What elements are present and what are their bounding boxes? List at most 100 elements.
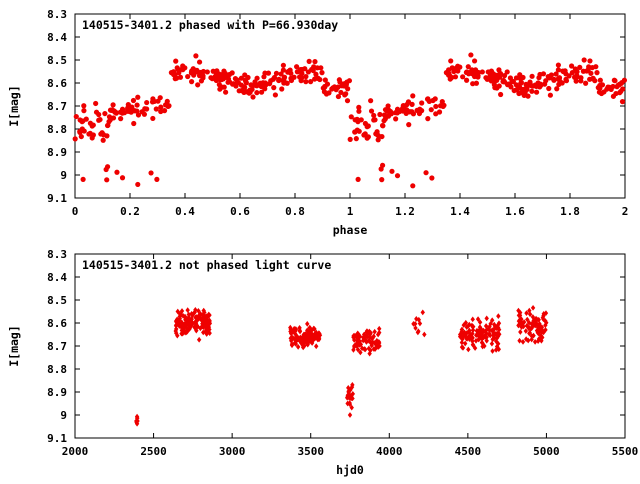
y-tick-label: 8.6 <box>47 317 67 330</box>
data-point <box>372 346 378 352</box>
data-point <box>527 311 533 318</box>
data-point <box>154 176 160 182</box>
data-point <box>428 107 434 113</box>
data-point <box>364 331 370 338</box>
data-point <box>372 340 377 346</box>
chart-title: 140515-3401.2 phased with P=66.930day <box>82 18 338 32</box>
y-tick-label: 9 <box>60 169 67 182</box>
data-point <box>345 86 351 92</box>
data-point <box>555 67 561 73</box>
y-tick-label: 8.5 <box>47 54 67 67</box>
data-point <box>475 316 481 322</box>
data-point <box>594 70 600 76</box>
data-point <box>529 336 534 343</box>
data-point <box>460 344 466 351</box>
data-point <box>185 73 191 80</box>
data-point <box>422 331 427 338</box>
x-tick-label: 0.6 <box>230 205 250 218</box>
data-point <box>250 94 256 100</box>
data-point <box>479 339 485 346</box>
data-point <box>406 122 412 128</box>
data-point <box>461 322 466 328</box>
data-point <box>288 77 295 84</box>
data-point <box>394 110 400 116</box>
data-point <box>455 68 461 74</box>
data-point <box>495 340 501 347</box>
data-point <box>205 318 210 325</box>
data-point <box>459 339 465 346</box>
data-point <box>150 115 156 122</box>
data-point <box>247 87 253 93</box>
data-point <box>202 309 207 316</box>
data-point <box>533 89 540 95</box>
data-point <box>369 335 375 342</box>
data-point <box>463 69 470 76</box>
data-point <box>204 69 210 75</box>
data-point <box>184 328 190 335</box>
data-point <box>209 76 215 82</box>
data-point <box>222 74 228 81</box>
data-point <box>530 304 536 311</box>
y-tick-label: 8.5 <box>47 294 67 307</box>
data-point <box>353 136 359 142</box>
data-point <box>347 136 353 142</box>
data-point <box>580 68 586 74</box>
data-point <box>303 73 309 80</box>
data-point <box>177 313 183 320</box>
data-point <box>344 98 351 104</box>
data-point <box>317 335 322 342</box>
data-point <box>447 76 453 82</box>
data-point <box>174 65 180 71</box>
data-point <box>248 82 254 88</box>
data-point <box>186 314 191 321</box>
data-point <box>308 338 314 345</box>
data-point <box>357 333 363 340</box>
data-point <box>202 312 207 319</box>
data-point <box>535 329 540 336</box>
data-point <box>410 183 416 189</box>
data-point <box>470 330 475 337</box>
data-point <box>547 92 553 98</box>
data-point <box>356 104 362 110</box>
data-point <box>99 131 106 137</box>
data-point <box>96 111 102 118</box>
data-point <box>229 70 235 76</box>
data-point <box>524 322 530 329</box>
data-point <box>487 323 492 330</box>
data-point <box>471 342 476 348</box>
data-point <box>597 77 603 83</box>
x-tick-label: 0 <box>72 205 79 218</box>
data-point <box>273 70 280 76</box>
data-point <box>480 333 485 340</box>
data-point <box>221 68 227 74</box>
x-tick-label: 1.8 <box>560 205 580 218</box>
data-point <box>527 330 532 337</box>
data-point <box>364 124 370 130</box>
data-point <box>572 66 578 72</box>
data-point <box>313 330 318 337</box>
data-point <box>355 176 361 182</box>
data-point <box>533 321 538 328</box>
data-point <box>464 330 469 336</box>
data-point <box>119 175 126 181</box>
data-point <box>462 340 468 347</box>
data-point <box>417 320 423 327</box>
data-point <box>533 83 539 90</box>
data-point <box>366 345 372 352</box>
data-point <box>389 168 395 174</box>
data-point <box>405 99 412 105</box>
data-point <box>354 343 359 349</box>
data-point <box>529 73 535 79</box>
x-tick-label: 1.6 <box>505 205 525 218</box>
data-point <box>425 116 431 122</box>
data-point <box>539 334 545 341</box>
data-point <box>132 108 138 114</box>
data-point <box>366 337 372 344</box>
data-point <box>520 339 526 345</box>
data-point <box>536 322 542 329</box>
data-point <box>529 333 535 339</box>
x-tick-label: 3500 <box>297 445 324 458</box>
y-tick-label: 8.7 <box>47 100 67 113</box>
data-point <box>271 74 278 81</box>
data-point <box>119 110 125 116</box>
